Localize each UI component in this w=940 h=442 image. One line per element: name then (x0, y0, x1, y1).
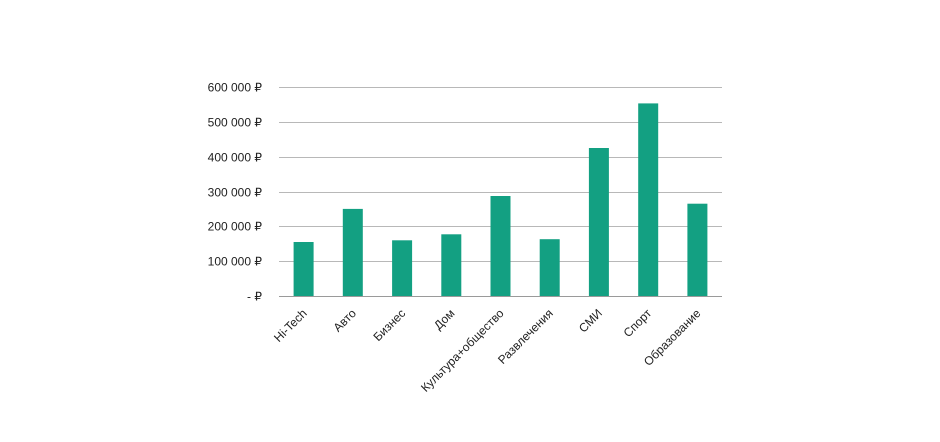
y-tick-label: 300 000 ₽ (208, 186, 263, 200)
bar-9 (687, 203, 708, 296)
y-tick-label: - ₽ (247, 290, 262, 304)
y-tick-label: 500 000 ₽ (208, 116, 263, 130)
x-tick-label: Дом (431, 306, 457, 332)
y-tick-labels: - ₽ 100 000 ₽ 200 000 ₽ 300 000 ₽ 400 000 ₽ 5… (208, 81, 263, 304)
y-tick-label: 100 000 ₽ (208, 255, 263, 269)
y-tick-label: 400 000 ₽ (208, 151, 263, 165)
bar-8 (638, 103, 659, 297)
bar-5 (490, 196, 511, 296)
x-tick-label: Hi-Tech (271, 306, 310, 345)
y-tick-label: 200 000 ₽ (208, 220, 263, 234)
x-tick-label: СМИ (576, 306, 605, 335)
x-tick-labels: Hi-Tech Авто Бизнес ДомКультура+обществоРаз… (271, 306, 704, 395)
bar-7 (588, 148, 609, 296)
x-tick-label: Спорт (621, 306, 655, 340)
bars (293, 103, 708, 297)
x-tick-label: Бизнес (370, 306, 408, 344)
bar-1 (293, 242, 314, 296)
bar-6 (539, 239, 560, 296)
x-tick-label: Авто (331, 306, 360, 335)
x-tick-label: Культура+общество (418, 306, 507, 395)
y-tick-label: 600 000 ₽ (208, 81, 263, 95)
bar-3 (392, 240, 413, 296)
bar-4 (441, 234, 462, 296)
bar-2 (342, 208, 363, 296)
